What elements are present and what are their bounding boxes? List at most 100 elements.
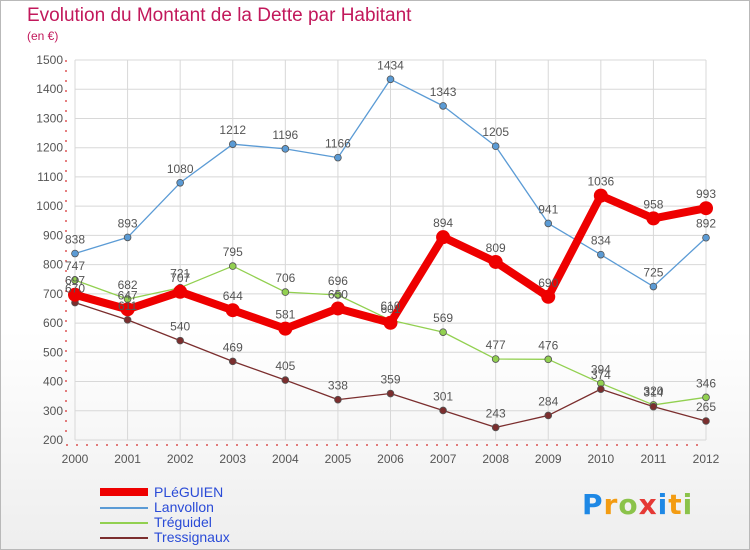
logo-letter: t (668, 488, 683, 521)
data-label: 958 (643, 197, 663, 211)
data-point (649, 282, 658, 291)
y-tick-label: 600 (43, 316, 63, 330)
x-tick-label: 2002 (167, 452, 194, 466)
data-label: 941 (538, 202, 558, 216)
data-label: 1080 (167, 162, 194, 176)
data-label: 1036 (587, 175, 614, 189)
logo-letter: o (618, 488, 639, 521)
data-label: 301 (433, 389, 453, 403)
x-tick-label: 2000 (62, 452, 89, 466)
data-label: 477 (486, 338, 506, 352)
data-label: 1434 (377, 58, 404, 72)
data-point (386, 75, 395, 84)
y-tick-label: 1500 (36, 53, 63, 67)
data-point (386, 389, 395, 398)
legend-label: PLéGUIEN (154, 484, 224, 500)
data-point (439, 406, 447, 415)
data-label: 405 (275, 359, 295, 373)
data-point (120, 302, 135, 317)
data-point (702, 233, 710, 242)
legend-swatch (100, 537, 148, 539)
data-label: 476 (538, 338, 558, 352)
y-tick-label: 1200 (36, 141, 63, 155)
y-tick-label: 900 (43, 228, 63, 242)
y-tick-label: 1100 (37, 170, 63, 184)
x-tick-label: 2007 (430, 452, 457, 466)
y-tick-label: 700 (43, 287, 63, 301)
y-tick-label: 400 (43, 375, 63, 389)
chart-title: Evolution du Montant de la Dette par Hab… (27, 5, 412, 26)
data-point (278, 321, 293, 336)
data-label: 1212 (219, 123, 246, 137)
legend-label: Tréguidel (154, 514, 212, 530)
data-label: 697 (65, 274, 85, 288)
data-label: 696 (328, 274, 348, 288)
data-point (281, 376, 290, 384)
data-point (228, 140, 237, 148)
data-label: 725 (643, 266, 663, 280)
logo-letter: i (657, 488, 669, 521)
data-label: 469 (223, 340, 243, 354)
data-point (439, 102, 447, 110)
data-label: 265 (696, 400, 716, 414)
data-label: 540 (170, 320, 190, 334)
data-point (176, 178, 184, 187)
data-label: 581 (275, 308, 295, 322)
x-tick-label: 2011 (641, 452, 667, 466)
data-point (334, 153, 342, 162)
data-label: 284 (538, 394, 558, 408)
x-tick-label: 2003 (219, 452, 246, 466)
data-label: 838 (65, 233, 85, 247)
data-label: 314 (643, 386, 663, 400)
data-label: 690 (538, 276, 558, 290)
data-point (123, 233, 132, 242)
data-point (228, 357, 237, 366)
legend-label: Lanvollon (154, 499, 214, 515)
data-label: 682 (118, 278, 138, 292)
data-label: 610 (380, 299, 400, 313)
data-point (281, 288, 290, 296)
legend-swatch (100, 488, 148, 496)
data-label: 644 (223, 289, 243, 303)
data-point (436, 230, 451, 245)
legend-swatch (100, 522, 148, 524)
data-point (541, 289, 556, 304)
data-point (334, 291, 342, 299)
y-tick-label: 200 (43, 433, 63, 447)
data-label: 1205 (482, 125, 509, 139)
proxiti-logo: Proxiti (582, 488, 693, 521)
logo-letter: P (582, 488, 604, 521)
data-point (123, 316, 132, 324)
data-label: 647 (118, 288, 138, 302)
data-point (702, 417, 710, 425)
data-label: 243 (486, 406, 506, 420)
data-point (330, 301, 345, 316)
data-point (68, 287, 82, 302)
data-label: 611 (118, 299, 137, 313)
data-label: 892 (696, 217, 716, 231)
data-label: 1196 (272, 128, 298, 142)
data-label: 894 (433, 216, 453, 230)
data-label: 394 (591, 362, 611, 376)
data-point (491, 423, 500, 432)
y-tick-label: 800 (43, 258, 63, 272)
x-tick-label: 2004 (272, 452, 299, 466)
data-point (593, 188, 608, 203)
data-point (544, 219, 553, 228)
x-tick-label: 2008 (482, 452, 509, 466)
data-label: 834 (591, 234, 611, 248)
x-tick-label: 2001 (114, 452, 141, 466)
data-label: 993 (696, 187, 716, 201)
data-label: 569 (433, 311, 453, 325)
y-tick-label: 1400 (36, 82, 63, 96)
data-point (228, 262, 237, 270)
data-point (702, 393, 710, 402)
x-tick-label: 2006 (377, 452, 404, 466)
data-point (646, 211, 661, 226)
data-point (491, 142, 500, 151)
data-point (649, 402, 658, 411)
data-label: 650 (328, 287, 348, 301)
data-point (281, 145, 290, 153)
data-label: 670 (65, 282, 85, 296)
